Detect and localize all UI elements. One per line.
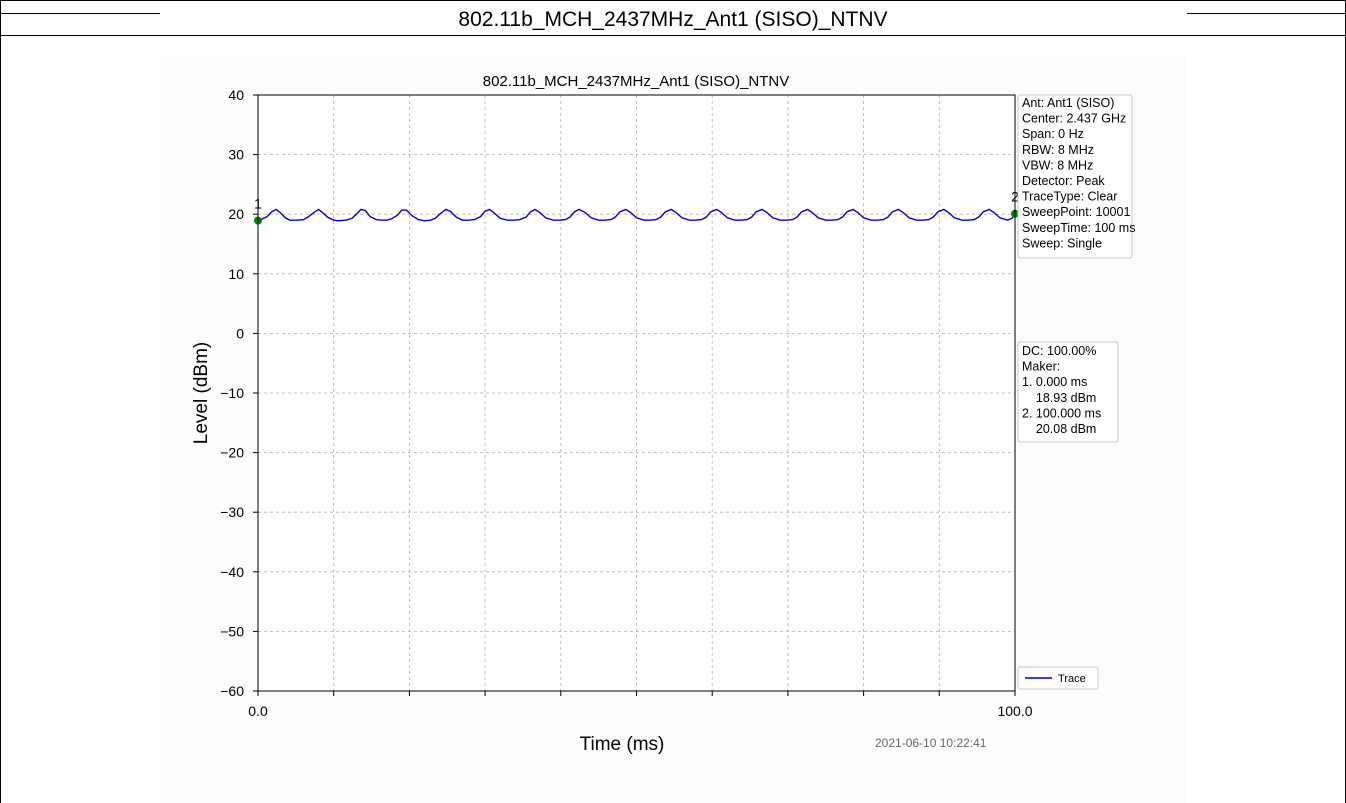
y-tick-label: −20 [220,445,244,461]
info-line: Sweep: Single [1022,236,1102,250]
y-tick-label: 20 [228,206,244,222]
x-tick-label: 0.0 [248,703,268,719]
info-line: Ant: Ant1 (SISO) [1022,96,1114,110]
y-axis-ticks: 40 30 20 10 0 −10 −20 −30 −40 −50 −60 [220,87,258,699]
x-tick-label: 100.0 [997,703,1032,719]
info-line: SweepTime: 100 ms [1022,221,1135,235]
axes-frame [257,94,1016,692]
timestamp: 2021-06-10 10:22:41 [875,736,987,750]
info-line: RBW: 8 MHz [1022,143,1094,157]
y-tick-label: 40 [228,87,244,103]
header-bottom-border [0,35,1346,36]
y-tick-label: 0 [236,325,244,341]
marker-info-line: 1. 0.000 ms [1022,375,1087,389]
info-line: Detector: Peak [1022,174,1105,188]
x-axis-ticks: 0.0 100.0 [248,691,1033,719]
y-axis-label: Level (dBm) [191,342,212,444]
header-left-divider [0,13,160,14]
y-tick-label: −30 [220,504,244,520]
marker-info-line: 18.93 dBm [1022,391,1096,405]
y-tick-label: −60 [220,683,244,699]
info-line: TraceType: Clear [1022,190,1117,204]
legend-frame [1017,666,1099,690]
header-right-divider [1187,13,1346,14]
y-tick-label: −50 [220,623,244,639]
legend-label: Trace [1058,673,1086,685]
marker-info-line: Maker: [1022,360,1060,374]
info-line: Center: 2.437 GHz [1022,112,1126,126]
info-line: Span: 0 Hz [1022,127,1084,141]
marker-info-line: 2. 100.000 ms [1022,406,1101,420]
info-line: SweepPoint: 10001 [1022,205,1130,219]
frame-left-border [0,0,1,803]
frame-top-border [0,0,1346,1]
y-tick-label: 10 [228,266,244,282]
marker-info-line: 20.08 dBm [1022,422,1096,436]
info-box-frame [1017,94,1133,259]
y-tick-label: −10 [220,385,244,401]
y-tick-label: −40 [220,564,244,580]
chart-title: 802.11b_MCH_2437MHz_Ant1 (SISO)_NTNV [483,73,790,90]
marker-info-line: DC: 100.00% [1022,344,1096,358]
y-tick-label: 30 [228,147,244,163]
trace-series [257,208,1016,222]
legend: Trace [1017,666,1099,690]
marker-box: DC: 100.00% Maker:1. 0.000 ms 18.93 dBm2.… [1017,341,1119,443]
trace-line [257,208,1016,222]
x-axis-label: Time (ms) [580,734,665,755]
marker-box-frame [1017,341,1119,443]
header-title: 802.11b_MCH_2437MHz_Ant1 (SISO)_NTNV [458,8,888,31]
info-line: VBW: 8 MHz [1022,158,1093,172]
